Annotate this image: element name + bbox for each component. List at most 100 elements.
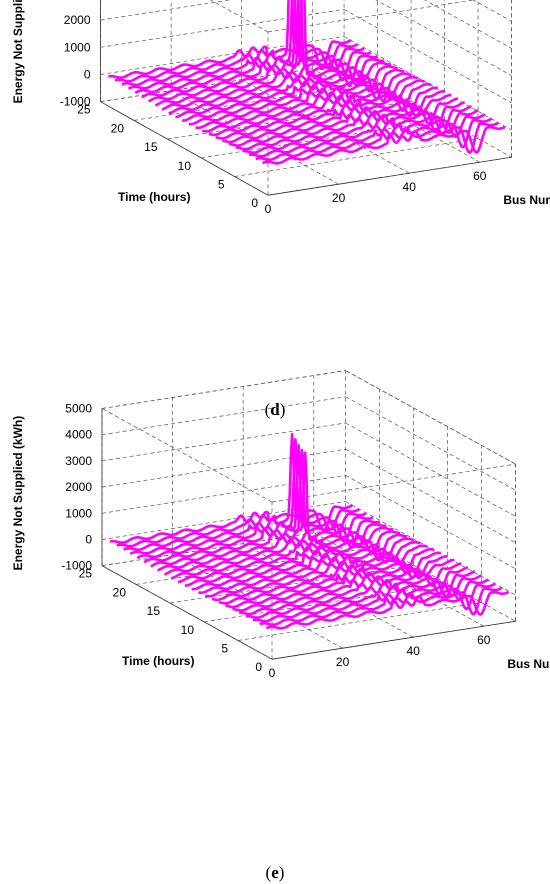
x-axis-label: Bus Number bbox=[507, 657, 550, 671]
series-line-hour-10 bbox=[201, 90, 445, 133]
series-line-hour-19 bbox=[143, 451, 387, 564]
z-tick-label: 4000 bbox=[65, 428, 92, 442]
z-tick-label: 1000 bbox=[65, 506, 92, 520]
series-line-hour-13 bbox=[182, 79, 425, 122]
grid-line bbox=[101, 422, 346, 462]
z-axis-label: Energy Not Supplied (kWh) bbox=[11, 0, 25, 103]
grid-line bbox=[100, 9, 345, 48]
grid-line bbox=[345, 527, 516, 622]
z-tick-label: 2000 bbox=[65, 480, 92, 494]
series-line-hour-6 bbox=[232, 570, 476, 612]
x-tick-label: 20 bbox=[336, 655, 350, 669]
series-line-hour-15 bbox=[170, 537, 414, 580]
panel-caption: (e) bbox=[266, 863, 285, 882]
series-line-hour-14 bbox=[177, 540, 421, 584]
x-tick-label: 60 bbox=[473, 169, 487, 183]
grid-line bbox=[343, 9, 512, 104]
z-tick-label: 0 bbox=[85, 533, 92, 547]
y-tick-label: 5 bbox=[221, 642, 228, 656]
y-axis-line bbox=[101, 565, 273, 660]
z-tick-label: 0 bbox=[84, 68, 91, 82]
y-tick-label: 25 bbox=[77, 103, 91, 117]
grid-line bbox=[313, 532, 484, 627]
series-line-hour-20 bbox=[136, 448, 381, 560]
grid-line bbox=[345, 475, 516, 570]
series-line-hour-22 bbox=[121, 0, 365, 87]
series-line-hour-16 bbox=[163, 533, 408, 576]
box-edge bbox=[267, 0, 476, 33]
grid-line bbox=[100, 0, 232, 21]
series-line-hour-15 bbox=[168, 72, 412, 115]
y-axis-label: Time (hours) bbox=[122, 654, 194, 668]
series-line-hour-18 bbox=[148, 61, 392, 103]
series-line-hour-16 bbox=[161, 68, 405, 111]
grid-line bbox=[101, 396, 346, 436]
grid-line bbox=[237, 602, 482, 641]
x-axis-line bbox=[267, 156, 512, 196]
grid-line bbox=[241, 79, 410, 174]
z-tick-label: 5000 bbox=[65, 402, 92, 416]
grid-line bbox=[172, 554, 343, 649]
series-line-hour-17 bbox=[157, 530, 401, 572]
y-tick-label: 10 bbox=[181, 623, 195, 637]
box-edge bbox=[101, 408, 273, 503]
series-line-hour-6 bbox=[228, 105, 472, 147]
z-axis-label: Energy Not Supplied (kWh) bbox=[11, 416, 25, 571]
series-line-hour-2 bbox=[255, 121, 499, 161]
series-line-hour-13 bbox=[184, 544, 428, 587]
series-line-hour-9 bbox=[211, 558, 455, 602]
surface-lines bbox=[109, 432, 510, 630]
x-tick-label: 0 bbox=[265, 202, 272, 216]
series-line-hour-23 bbox=[114, 0, 359, 83]
series-line-hour-12 bbox=[191, 548, 435, 591]
grid-line bbox=[472, 0, 512, 22]
series-line-hour-22 bbox=[123, 438, 367, 551]
series-line-hour-8 bbox=[215, 97, 459, 140]
y-axis-label: Time (hours) bbox=[118, 190, 190, 204]
x-tick-label: 0 bbox=[269, 666, 276, 680]
grid-line bbox=[375, 0, 512, 76]
series-line-hour-20 bbox=[134, 0, 379, 95]
grid-line bbox=[203, 583, 448, 623]
y-tick-label: 0 bbox=[255, 660, 262, 674]
panel-caption: (d) bbox=[265, 400, 286, 419]
z-tick-label: 3000 bbox=[65, 454, 92, 468]
grid-line bbox=[169, 564, 414, 604]
grid-line bbox=[345, 448, 516, 543]
grid-line bbox=[345, 422, 516, 517]
series-line-hour-5 bbox=[235, 109, 479, 151]
y-tick-label: 10 bbox=[178, 159, 192, 173]
y-tick-label: 5 bbox=[218, 178, 225, 192]
series-line-hour-2 bbox=[259, 586, 503, 626]
series-line-hour-21 bbox=[129, 444, 374, 555]
series-line-hour-21 bbox=[127, 0, 372, 90]
series-line-hour-4 bbox=[242, 113, 486, 154]
grid-line bbox=[345, 396, 516, 491]
y-axis-line bbox=[100, 101, 269, 196]
chart-panel-e: -1000 0 1000 2000 3000 4000 5000 0 5 10 15 20 25 0 20 4… bbox=[11, 370, 550, 882]
grid-line bbox=[343, 36, 512, 131]
series-line-hour-1 bbox=[261, 125, 506, 165]
series-line-hour-19 bbox=[141, 0, 385, 99]
grid-line bbox=[234, 138, 479, 177]
series-line-hour-12 bbox=[188, 82, 432, 126]
series-line-hour-3 bbox=[248, 117, 493, 158]
box-edge bbox=[345, 370, 516, 465]
grid-line bbox=[312, 68, 480, 163]
z-tick-label: 2000 bbox=[64, 13, 91, 27]
series-line-hour-9 bbox=[208, 93, 452, 137]
z-tick-label: 1000 bbox=[64, 40, 91, 54]
z-tick-label: -1000 bbox=[60, 95, 91, 109]
surface-lines bbox=[108, 0, 506, 165]
series-line-hour-5 bbox=[239, 574, 483, 616]
series-line-hour-3 bbox=[252, 582, 496, 623]
y-tick-label: 20 bbox=[113, 585, 127, 599]
series-line-hour-23 bbox=[116, 432, 360, 548]
series-line-hour-11 bbox=[198, 551, 442, 594]
z-tick-label: -1000 bbox=[61, 559, 92, 573]
x-axis-line bbox=[271, 620, 516, 660]
series-line-hour-17 bbox=[154, 65, 398, 107]
series-line-hour-11 bbox=[195, 86, 439, 129]
series-line-hour-14 bbox=[175, 75, 419, 119]
